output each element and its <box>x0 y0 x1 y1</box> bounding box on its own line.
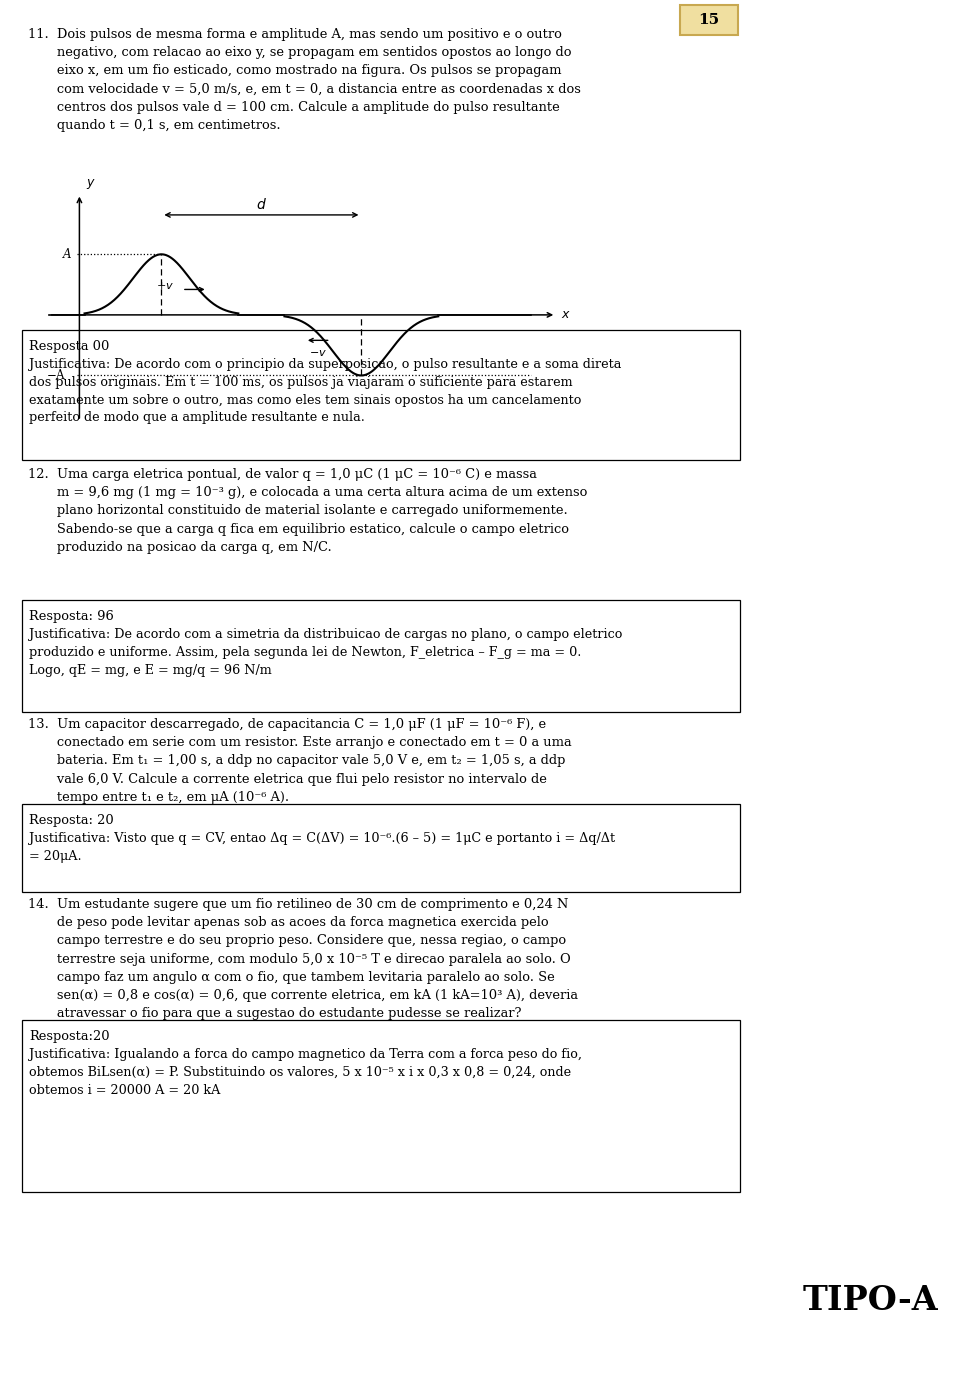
Text: Justificativa: De acordo com o principio da superposicao, o pulso resultante e a: Justificativa: De acordo com o principio… <box>29 359 621 424</box>
Text: $-$A: $-$A <box>46 368 66 382</box>
Bar <box>22 329 740 460</box>
Bar <box>22 803 740 892</box>
Bar <box>680 6 738 35</box>
Text: 14.  Um estudante sugere que um fio retilineo de 30 cm de comprimento e 0,24 N
 : 14. Um estudante sugere que um fio retil… <box>28 898 578 1020</box>
Text: TIPO-A: TIPO-A <box>803 1283 938 1316</box>
Bar <box>22 600 740 712</box>
Text: Resposta: 20: Resposta: 20 <box>29 815 113 827</box>
Text: $+v$: $+v$ <box>156 281 175 292</box>
Text: Resposta: 96: Resposta: 96 <box>29 610 113 623</box>
Text: 15: 15 <box>699 13 720 26</box>
Text: $d$: $d$ <box>256 197 267 213</box>
Text: Justificativa: Visto que q = CV, entao Δq = C(ΔV) = 10⁻⁶.(6 – 5) = 1μC e portant: Justificativa: Visto que q = CV, entao Δ… <box>29 833 615 863</box>
Text: Justificativa: De acordo com a simetria da distribuicao de cargas no plano, o ca: Justificativa: De acordo com a simetria … <box>29 628 622 677</box>
Text: $x$: $x$ <box>562 309 571 321</box>
Text: Resposta 00: Resposta 00 <box>29 341 109 353</box>
Bar <box>22 1020 740 1193</box>
Text: $-v$: $-v$ <box>309 349 326 359</box>
Text: A: A <box>63 247 72 261</box>
Text: Justificativa: Igualando a forca do campo magnetico da Terra com a forca peso do: Justificativa: Igualando a forca do camp… <box>29 1048 582 1097</box>
Text: 12.  Uma carga eletrica pontual, de valor q = 1,0 μC (1 μC = 10⁻⁶ C) e massa
   : 12. Uma carga eletrica pontual, de valor… <box>28 468 588 553</box>
Text: $y$: $y$ <box>85 177 95 190</box>
Text: Resposta:20: Resposta:20 <box>29 1030 109 1042</box>
Text: 11.  Dois pulsos de mesma forma e amplitude A, mas sendo um positivo e o outro
 : 11. Dois pulsos de mesma forma e amplitu… <box>28 28 581 132</box>
Text: 13.  Um capacitor descarregado, de capacitancia C = 1,0 μF (1 μF = 10⁻⁶ F), e
  : 13. Um capacitor descarregado, de capaci… <box>28 719 571 803</box>
